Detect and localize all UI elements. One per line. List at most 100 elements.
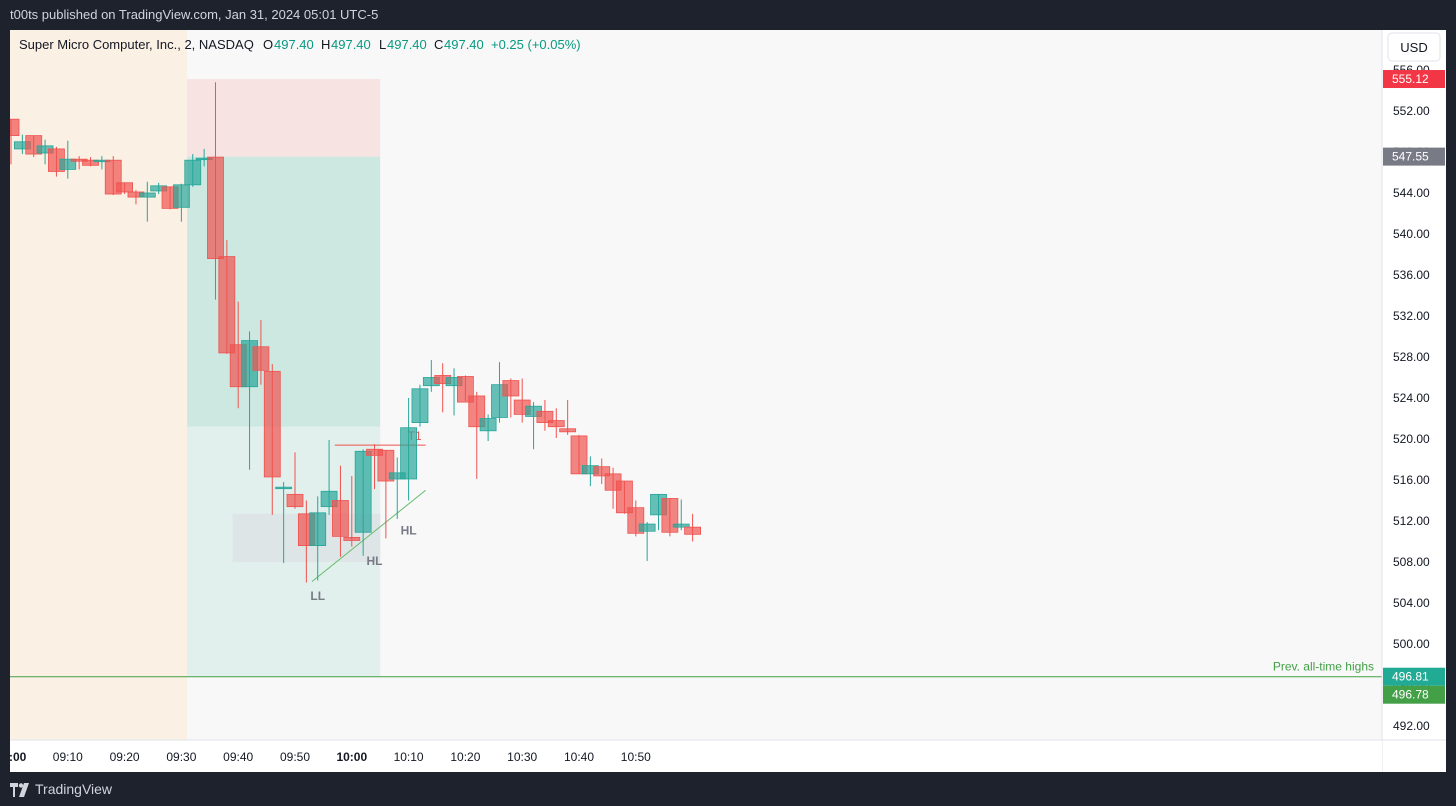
candle xyxy=(661,498,679,537)
candle xyxy=(59,140,77,179)
candle-body xyxy=(82,159,99,166)
candle-body xyxy=(172,184,190,208)
ohlc-low-label: L xyxy=(379,37,386,52)
ascending-trendline xyxy=(311,489,426,582)
candle-body xyxy=(559,428,577,433)
ohlc-high-label: H xyxy=(321,37,330,52)
x-tick-label: 09:40 xyxy=(223,750,253,764)
price-label-badge xyxy=(1383,685,1445,704)
candle-body xyxy=(138,192,156,198)
y-tick-label: 516.00 xyxy=(1393,473,1430,487)
candle xyxy=(172,183,190,222)
x-tick-label: 10:00 xyxy=(336,750,367,764)
y-tick-label: 524.00 xyxy=(1393,391,1430,405)
candle xyxy=(377,449,395,539)
candle xyxy=(275,482,293,564)
symbol-name: Super Micro Computer, Inc., 2, NASDAQ xyxy=(19,37,254,52)
candle-body xyxy=(218,256,236,354)
price-label-text: 555.12 xyxy=(1392,72,1429,86)
x-tick-label: 10:10 xyxy=(394,750,424,764)
candle-body xyxy=(547,420,565,428)
currency-button[interactable]: USD xyxy=(1387,32,1441,62)
price-label-badge xyxy=(1383,147,1445,166)
time-axis xyxy=(10,740,1382,772)
candle-body xyxy=(184,159,202,186)
tradingview-logo-icon[interactable] xyxy=(10,772,30,806)
candle xyxy=(252,320,270,385)
candle-body xyxy=(59,158,77,170)
x-tick-label: 10:20 xyxy=(450,750,480,764)
stop-loss-zone xyxy=(187,79,381,157)
x-tick-label: 09:50 xyxy=(280,750,310,764)
candle-body xyxy=(275,486,293,490)
candle xyxy=(354,449,372,556)
candle-body xyxy=(116,182,133,193)
candle xyxy=(616,480,633,514)
candle-body xyxy=(502,380,520,397)
candle xyxy=(502,378,520,418)
swing-label: LL xyxy=(310,589,325,603)
candle xyxy=(479,414,497,442)
y-tick-label: 500.00 xyxy=(1393,637,1430,651)
candle-body xyxy=(411,388,429,423)
y-tick-label: 552.00 xyxy=(1393,104,1430,118)
candle-body xyxy=(570,435,588,475)
candle-body xyxy=(593,466,611,477)
candle-body xyxy=(2,118,20,136)
candle xyxy=(638,522,656,561)
ohlc-high-value: 497.40 xyxy=(331,37,371,52)
candle xyxy=(332,465,349,557)
candle xyxy=(559,400,577,435)
footer-bar: TradingView xyxy=(0,772,1456,806)
x-tick-label: 09:20 xyxy=(110,750,140,764)
candle xyxy=(286,452,304,509)
candle xyxy=(343,475,361,547)
candle-body xyxy=(672,523,690,528)
ohlc-close-value: 497.40 xyxy=(444,37,484,52)
y-tick-label: 544.00 xyxy=(1393,186,1430,200)
y-tick-label: 532.00 xyxy=(1393,309,1430,323)
y-tick-label: 520.00 xyxy=(1393,432,1430,446)
candle-body xyxy=(354,450,372,533)
candle xyxy=(411,384,429,427)
candle xyxy=(570,434,588,475)
x-tick-label: 09:30 xyxy=(166,750,196,764)
candle xyxy=(218,240,236,354)
y-tick-label: 528.00 xyxy=(1393,350,1430,364)
swing-label: HL xyxy=(401,523,417,537)
footer-brand[interactable]: TradingView xyxy=(35,781,113,797)
y-tick-label: 536.00 xyxy=(1393,268,1430,282)
x-tick-label: 10:40 xyxy=(564,750,594,764)
x-tick-label: 09:00 xyxy=(10,750,27,764)
candle xyxy=(593,458,611,485)
candle xyxy=(684,513,701,542)
candle-body xyxy=(638,523,656,532)
candle-body xyxy=(616,480,633,514)
ohlc-close-label: C xyxy=(434,37,443,52)
candle xyxy=(536,400,554,431)
candle xyxy=(547,408,565,438)
candle xyxy=(468,391,486,479)
candle-body xyxy=(207,156,224,259)
x-tick-label: 10:30 xyxy=(507,750,537,764)
candle-body xyxy=(252,346,270,371)
ohlc-open-label: O xyxy=(263,37,273,52)
y-tick-label: 492.00 xyxy=(1393,719,1430,733)
candle-body xyxy=(479,418,497,432)
candle xyxy=(400,398,418,501)
price-label-text: 547.55 xyxy=(1392,150,1429,164)
price-label-text: 496.78 xyxy=(1392,688,1429,702)
y-tick-label: 540.00 xyxy=(1393,227,1430,241)
y-tick-label: 508.00 xyxy=(1393,555,1430,569)
x-tick-label: 09:10 xyxy=(53,750,83,764)
ohlc-low-value: 497.40 xyxy=(387,37,427,52)
candle xyxy=(263,364,281,515)
candle-body xyxy=(536,410,554,424)
candle xyxy=(434,363,452,413)
swing-label: HL xyxy=(367,554,383,568)
candle-body xyxy=(343,536,361,541)
x-tick-label: 10:50 xyxy=(621,750,651,764)
candle-body xyxy=(309,512,327,546)
